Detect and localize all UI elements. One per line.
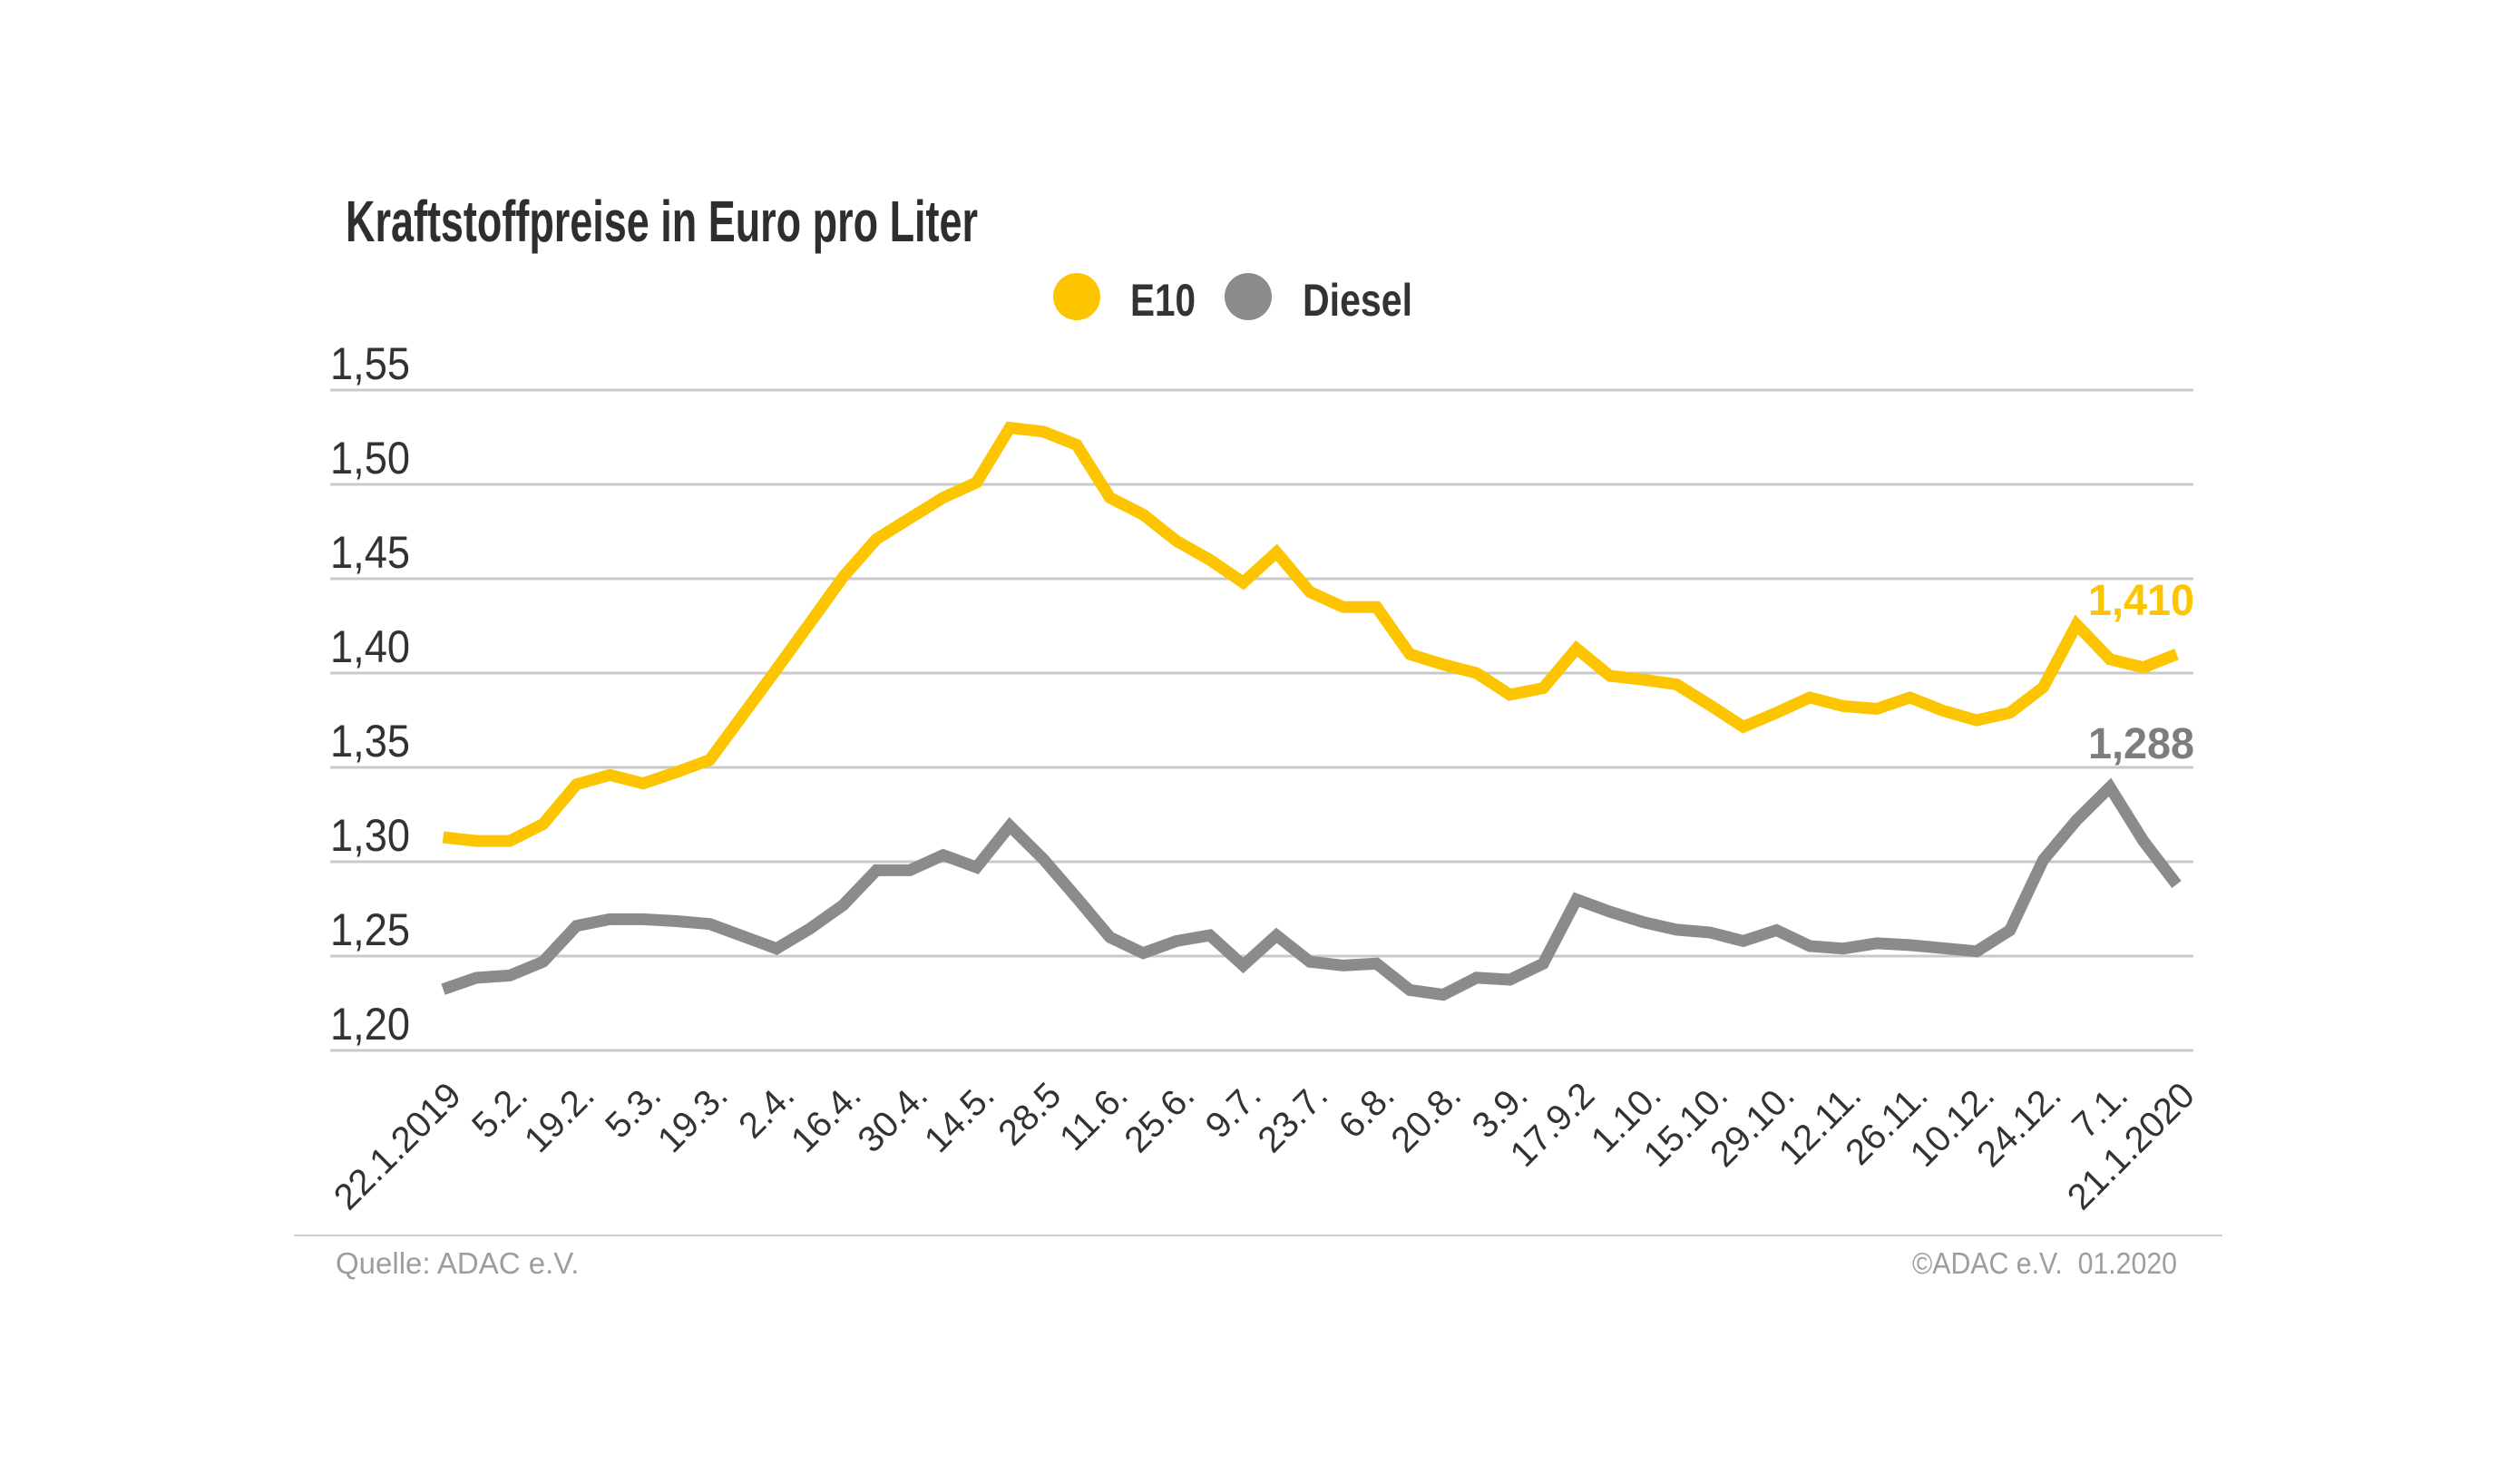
svg-text:1,50: 1,50 [330,433,410,483]
svg-text:1,45: 1,45 [330,527,410,578]
svg-text:1,410: 1,410 [2088,577,2194,625]
svg-text:1,35: 1,35 [330,716,410,766]
svg-text:Quelle: ADAC e.V.: Quelle: ADAC e.V. [336,1246,579,1280]
svg-text:1,55: 1,55 [330,338,410,389]
svg-text:©ADAC e.V. 01.2020: ©ADAC e.V. 01.2020 [1912,1246,2177,1280]
svg-text:Diesel: Diesel [1303,275,1412,326]
svg-text:E10: E10 [1130,275,1196,326]
svg-text:Kraftstoffpreise in Euro pro L: Kraftstoffpreise in Euro pro Liter [346,189,978,254]
svg-text:1,288: 1,288 [2088,720,2194,768]
svg-text:1,25: 1,25 [330,904,410,955]
svg-text:1,30: 1,30 [330,810,410,861]
svg-text:1,20: 1,20 [330,999,410,1050]
svg-text:1,40: 1,40 [330,621,410,672]
